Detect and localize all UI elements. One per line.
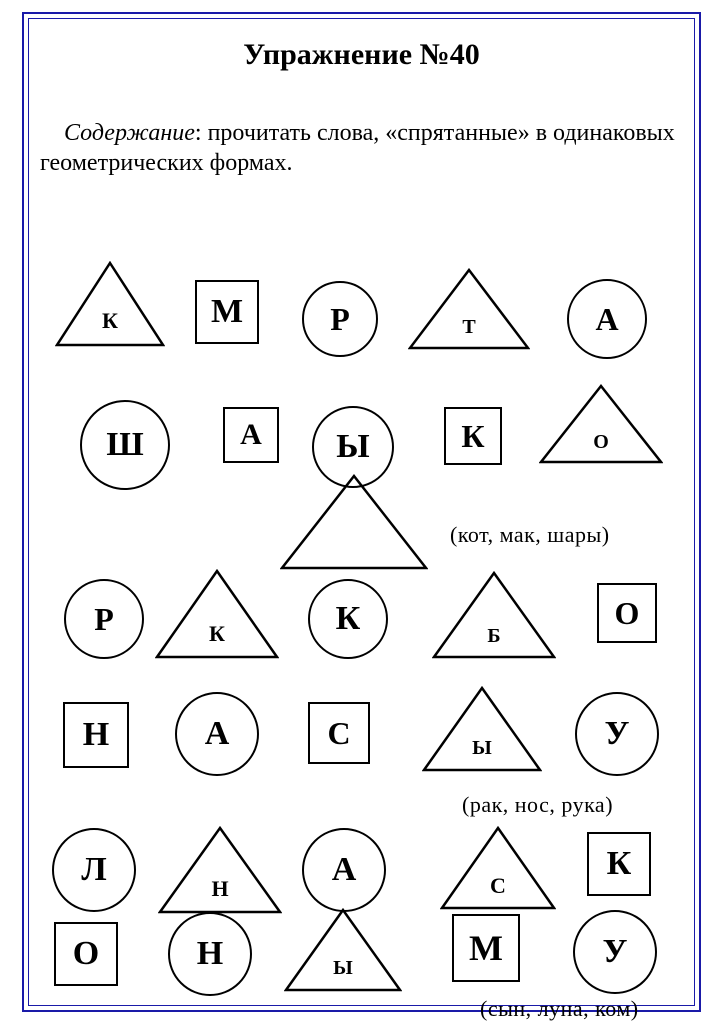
shape-letter: О: [593, 432, 609, 452]
shape-circle: А: [567, 279, 647, 359]
shape-square: К: [587, 832, 651, 896]
shape-triangle: О: [539, 384, 663, 464]
shape-letter: Н: [83, 718, 109, 752]
shape-triangle: Ы: [284, 908, 402, 992]
shape-letter: Ы: [472, 738, 492, 758]
shape-letter: У: [603, 935, 628, 969]
exercise-title: Упражнение №40: [0, 38, 723, 72]
shape-circle: А: [175, 692, 259, 776]
shape-letter: К: [102, 310, 118, 332]
shape-triangle: Б: [432, 571, 556, 659]
shape-letter: Р: [94, 603, 114, 635]
shape-square: С: [308, 702, 370, 764]
shape-letter: А: [205, 717, 230, 751]
shape-circle: Н: [168, 912, 252, 996]
shape-circle: Л: [52, 828, 136, 912]
exercise-description: Содержание: прочитать слова, «спрятанные…: [40, 118, 680, 178]
shape-letter: М: [469, 930, 503, 966]
shape-letter: Ы: [336, 430, 369, 464]
answer-group-1: (кот, мак, шары): [450, 522, 610, 548]
shape-letter: А: [240, 420, 262, 450]
shape-letter: А: [595, 303, 618, 335]
shape-square: А: [223, 407, 279, 463]
shape-circle: К: [308, 579, 388, 659]
shape-triangle: К: [55, 261, 165, 347]
shape-letter: С: [327, 717, 350, 749]
shape-letter: Ш: [106, 428, 143, 462]
shape-letter: Н: [211, 878, 228, 900]
shape-letter: О: [73, 937, 99, 971]
shape-circle: Р: [302, 281, 378, 357]
shape-circle: Ш: [80, 400, 170, 490]
shape-triangle: Н: [158, 826, 282, 914]
shape-letter: М: [211, 295, 243, 329]
shape-circle: Р: [64, 579, 144, 659]
worksheet-page: Упражнение №40 Содержание: прочитать сло…: [0, 0, 723, 1024]
shape-letter: Т: [462, 317, 475, 337]
shape-triangle: Ы: [422, 686, 542, 772]
shape-letter: Ы: [333, 958, 353, 978]
shape-square: Н: [63, 702, 129, 768]
shape-letter: Л: [81, 853, 106, 887]
shape-letter: К: [461, 420, 484, 452]
shape-letter: О: [615, 597, 640, 629]
shape-circle: У: [573, 910, 657, 994]
shape-letter: К: [607, 847, 632, 881]
shape-square: К: [444, 407, 502, 465]
shape-triangle: С: [440, 826, 556, 910]
shape-triangle: [280, 474, 428, 570]
shape-letter: А: [332, 853, 357, 887]
shape-letter: Н: [197, 937, 223, 971]
answer-group-2: (рак, нос, рука): [462, 792, 613, 818]
description-lead: Содержание: [64, 120, 195, 146]
shape-triangle: К: [155, 569, 279, 659]
shape-letter: Р: [330, 303, 350, 335]
shape-letter: К: [209, 623, 225, 645]
shape-triangle: Т: [408, 268, 530, 350]
shape-circle: А: [302, 828, 386, 912]
shape-square: М: [452, 914, 520, 982]
shape-square: О: [597, 583, 657, 643]
shape-letter: У: [605, 717, 630, 751]
shape-letter: С: [490, 875, 506, 897]
shape-circle: У: [575, 692, 659, 776]
shape-letter: К: [336, 602, 361, 636]
shape-square: О: [54, 922, 118, 986]
shape-square: М: [195, 280, 259, 344]
answer-group-3: (сын, луна, ком): [480, 996, 639, 1022]
shape-letter: Б: [487, 626, 500, 646]
